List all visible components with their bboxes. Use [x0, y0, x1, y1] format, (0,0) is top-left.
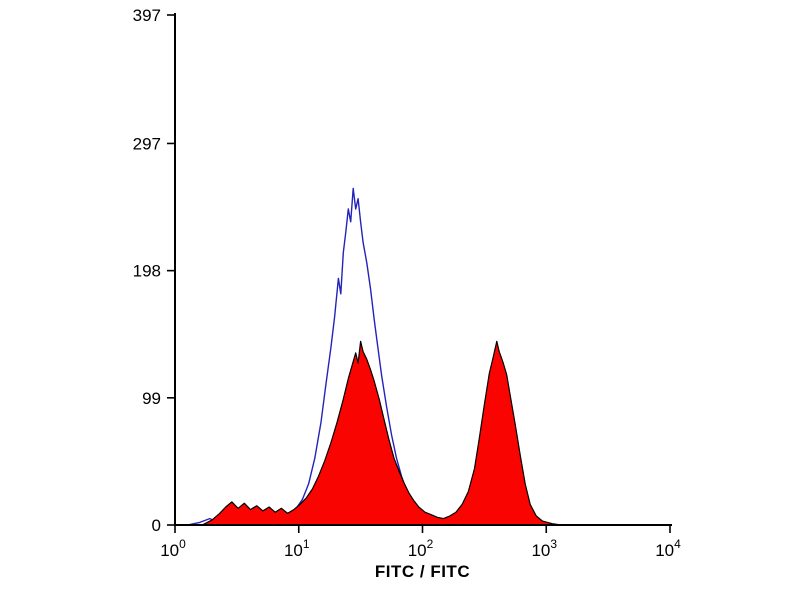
- x-axis-title: FITC / FITC: [374, 562, 471, 581]
- x-tick-label: 103: [531, 537, 557, 560]
- histogram-control-open-histogram: [187, 187, 664, 526]
- x-tick-label: 100: [160, 537, 186, 560]
- y-tick-label: 0: [152, 516, 161, 535]
- x-tick-label: 104: [655, 537, 681, 560]
- x-tick-label: 101: [284, 537, 310, 560]
- y-tick-label: 99: [142, 389, 161, 408]
- y-tick-label: 198: [133, 262, 161, 281]
- histogram-stained-filled-histogram: [201, 340, 562, 526]
- x-tick-label: 102: [408, 537, 434, 560]
- y-tick-label: 297: [133, 134, 161, 153]
- y-tick-label: 397: [133, 6, 161, 25]
